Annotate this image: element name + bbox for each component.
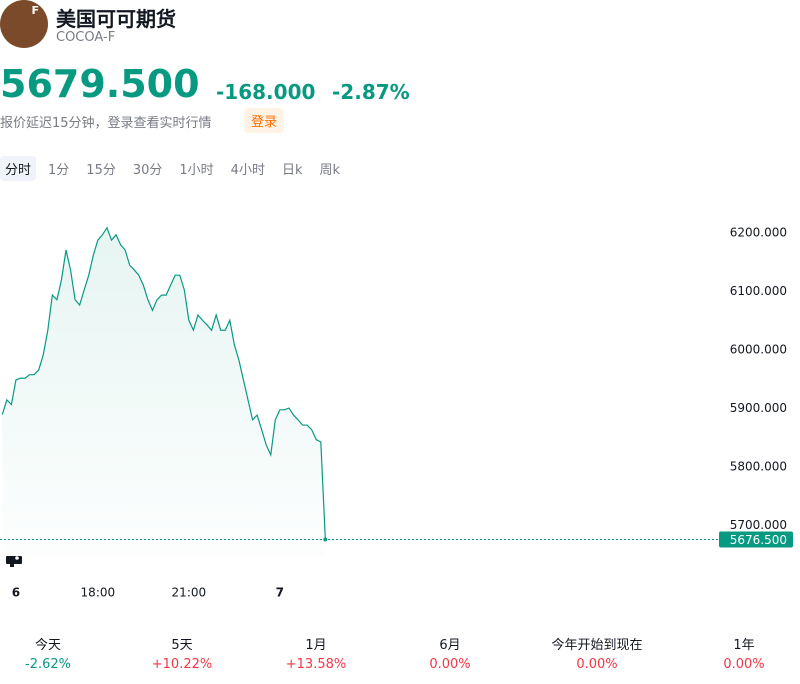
logo: F — [0, 0, 48, 48]
period-item: 5天 +10.22% — [152, 634, 212, 672]
period-item: 今天 -2.62% — [25, 634, 71, 672]
last-point — [323, 537, 328, 542]
x-tick-label: 7 — [276, 586, 284, 600]
interval-tabs: 分时 1分 15分 30分 1小时 4小时 日k 周k — [0, 156, 352, 181]
change-percent: -2.87% — [332, 80, 410, 104]
period-change: 0.00% — [723, 657, 765, 672]
interval-tab[interactable]: 日k — [281, 163, 303, 178]
y-tick-label: 6100.000 — [730, 284, 787, 298]
logo-text: F — [31, 4, 39, 17]
x-tick-label: 18:00 — [81, 586, 116, 600]
period-change: 0.00% — [429, 657, 471, 672]
period-change: +13.58% — [285, 657, 347, 672]
x-tick-label: 21:00 — [172, 586, 207, 600]
period-label: 今天 — [34, 638, 61, 653]
interval-tab[interactable]: 周k — [319, 163, 341, 178]
period-change: -2.62% — [25, 657, 71, 672]
x-tick-label: 6 — [12, 586, 20, 600]
change: -168.000 — [216, 80, 316, 104]
tv-logo — [6, 556, 22, 567]
period-returns: 今天 -2.62% 5天 +10.22% 1月 +13.58% 6月 0.00% 今年开始到现在… — [0, 634, 800, 678]
period-item: 今年开始到现在 0.00% — [551, 634, 642, 672]
line-area — [2, 227, 326, 555]
symbol: COCOA-F — [56, 30, 116, 45]
period-label: 6月 — [439, 638, 461, 653]
period-change: 0.00% — [576, 657, 618, 672]
y-tick-label: 5700.000 — [730, 518, 787, 532]
period-item: 1月 +13.58% — [286, 634, 346, 672]
delay-note: 报价延迟15分钟，登录查看实时行情 — [0, 116, 212, 131]
y-tick-label: 6000.000 — [730, 343, 787, 357]
interval-tab[interactable]: 分时 — [0, 156, 37, 181]
price-line — [1, 226, 326, 540]
period-label: 1年 — [733, 638, 755, 653]
interval-tab[interactable]: 30分 — [132, 163, 163, 178]
y-tick-label: 6200.000 — [730, 226, 787, 240]
period-item: 6月 0.00% — [429, 634, 470, 672]
interval-tab[interactable]: 15分 — [86, 163, 116, 178]
title: 美国可可期货 — [56, 7, 176, 31]
y-tick-label: 5900.000 — [730, 401, 787, 415]
interval-tab[interactable]: 4小时 — [230, 163, 265, 178]
last-price-label: 5676.500 — [730, 533, 787, 547]
period-label: 今年开始到现在 — [551, 638, 643, 653]
interval-tab[interactable]: 1小时 — [179, 163, 214, 178]
period-item: 1年 0.00% — [723, 634, 764, 672]
login-button[interactable]: 登录 — [244, 108, 285, 133]
chart: 5700.000 5800.000 5900.000 6000.000 6100.000… — [0, 226, 793, 600]
interval-tab[interactable]: 1分 — [48, 163, 70, 178]
y-tick-label: 5800.000 — [730, 460, 787, 474]
price: 5679.500 — [0, 62, 200, 106]
period-label: 1月 — [305, 638, 327, 653]
period-label: 5天 — [171, 638, 193, 653]
period-change: +10.22% — [151, 657, 213, 672]
last-price-box — [719, 531, 793, 548]
